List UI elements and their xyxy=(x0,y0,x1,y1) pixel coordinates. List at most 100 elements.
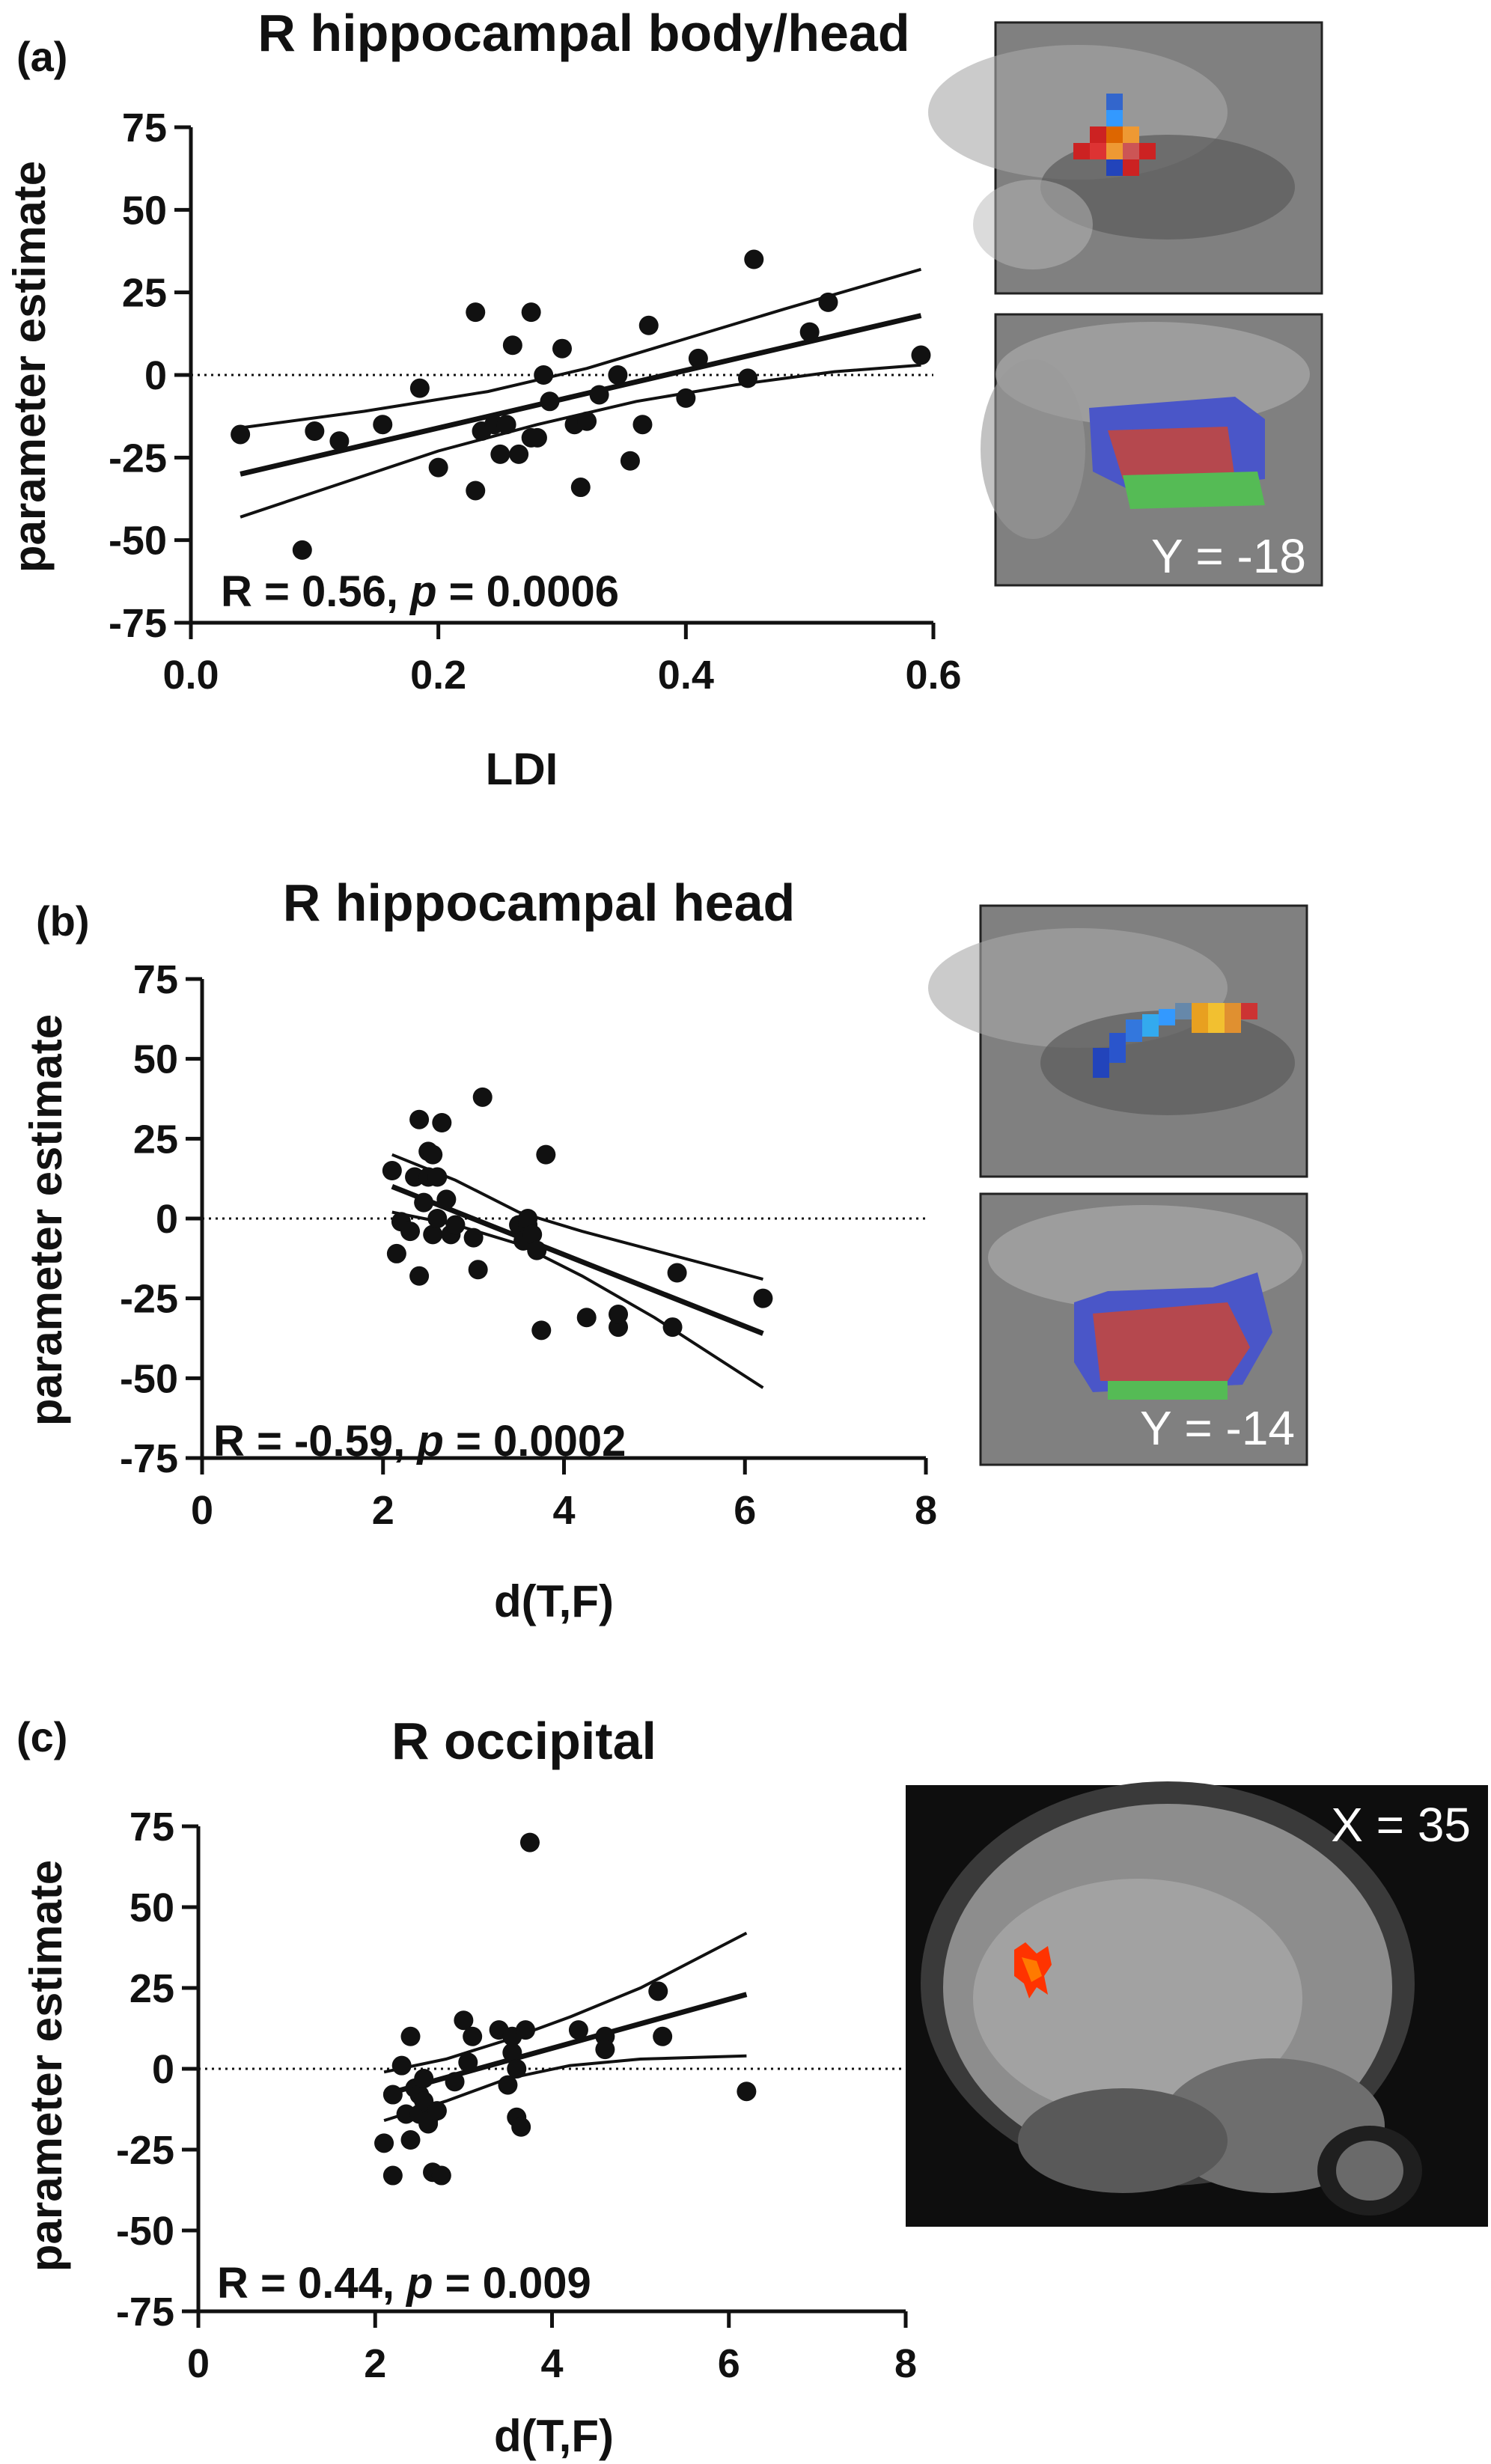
data-point xyxy=(428,457,448,478)
data-point xyxy=(374,2133,394,2153)
data-point xyxy=(427,1167,448,1187)
panel-a: (a) R hippocampal body/head parameter es… xyxy=(0,0,1491,823)
data-point xyxy=(423,1144,443,1165)
panel-b-slice-top xyxy=(928,904,1308,1178)
data-point xyxy=(466,302,486,323)
data-point xyxy=(382,1161,402,1180)
data-point xyxy=(405,1167,425,1187)
panel-c-plot: 75 50 25 0 -25 -50 -75 0 2 4 6 8 xyxy=(116,1805,917,2386)
data-point xyxy=(632,415,653,435)
x-tick-label: 8 xyxy=(915,1488,937,1533)
data-point xyxy=(568,2020,588,2040)
data-point xyxy=(382,2085,403,2105)
data-point xyxy=(653,2026,673,2046)
data-point xyxy=(688,348,708,368)
y-tick-label: 75 xyxy=(133,957,178,1002)
y-tick-label: -75 xyxy=(116,2290,174,2335)
data-point xyxy=(536,1144,556,1165)
y-tick-label: 0 xyxy=(152,2047,174,2092)
data-point xyxy=(458,2052,478,2073)
panel-c-figure: (c) R occipital parameter estimate d(T,F… xyxy=(16,1712,1488,2461)
y-tick-label: -25 xyxy=(120,1277,178,1322)
panel-a-ylabel: parameter estimate xyxy=(4,161,55,573)
data-point xyxy=(507,2059,527,2079)
data-point xyxy=(382,2165,403,2186)
panel-a-tag: (a) xyxy=(16,33,67,80)
x-tick-label: 0 xyxy=(191,1488,213,1533)
y-tick-label: 0 xyxy=(156,1197,178,1242)
panel-a-slice-top xyxy=(928,21,1323,295)
y-tick-label: 0 xyxy=(144,353,167,398)
data-point xyxy=(400,2026,421,2046)
data-point xyxy=(738,368,757,388)
y-tick-label: -25 xyxy=(109,436,167,481)
x-tick-label: 0.0 xyxy=(162,653,219,698)
data-point xyxy=(292,540,312,560)
data-point xyxy=(436,1189,457,1210)
data-point xyxy=(518,1209,538,1228)
data-point xyxy=(527,427,547,448)
data-point xyxy=(576,1308,597,1328)
data-point xyxy=(373,415,393,435)
data-point xyxy=(391,2055,412,2076)
fit-line xyxy=(391,1184,764,1336)
data-point xyxy=(445,2072,465,2092)
data-point xyxy=(427,1209,448,1228)
fit-line xyxy=(240,313,922,477)
x-tick-label: 6 xyxy=(718,2341,740,2386)
panel-a-slice-label: Y = -18 xyxy=(1151,529,1306,583)
ci-upper-line xyxy=(240,267,922,430)
data-point xyxy=(454,2010,474,2031)
panel-c-tag: (c) xyxy=(16,1713,67,1760)
data-point xyxy=(305,421,325,442)
y-tick-label: 25 xyxy=(133,1117,178,1162)
data-point xyxy=(522,1225,543,1245)
panel-b: (b) R hippocampal head parameter estimat… xyxy=(0,823,1491,1647)
panel-b-plot: 75 50 25 0 -25 -50 -75 0 2 4 6 8 xyxy=(120,957,937,1533)
data-point xyxy=(676,388,696,408)
data-point xyxy=(409,1109,430,1129)
x-tick-label: 2 xyxy=(364,2341,386,2386)
data-point xyxy=(737,2082,757,2102)
y-tick-label: 50 xyxy=(129,1885,174,1930)
panel-c-sagittal-slice: X = 35 xyxy=(906,1781,1488,2227)
panel-b-ylabel: parameter estimate xyxy=(21,1014,71,1426)
data-point xyxy=(427,2101,447,2121)
data-point xyxy=(577,411,597,431)
data-point xyxy=(432,1113,452,1132)
x-tick-label: 0.2 xyxy=(410,653,466,698)
data-point xyxy=(521,302,541,323)
data-point xyxy=(744,249,764,269)
y-tick-label: 50 xyxy=(133,1037,178,1082)
panel-c-title: R occipital xyxy=(391,1712,656,1770)
y-tick-label: 25 xyxy=(129,1966,174,2011)
data-point xyxy=(431,2165,451,2186)
ci-upper-line xyxy=(383,1931,748,2074)
data-point xyxy=(231,424,251,445)
panel-b-title: R hippocampal head xyxy=(283,873,796,932)
data-point xyxy=(753,1288,773,1308)
x-tick-label: 8 xyxy=(894,2341,917,2386)
data-point xyxy=(595,2040,615,2060)
panel-c-slice-label: X = 35 xyxy=(1331,1798,1471,1852)
data-point xyxy=(648,1981,668,2001)
panel-a-plot: 75 50 25 0 -25 -50 -75 0.0 0.2 0.4 0.6 xyxy=(109,106,962,698)
data-point xyxy=(509,444,529,464)
data-point xyxy=(498,2075,518,2095)
data-point xyxy=(527,1240,547,1260)
data-point xyxy=(463,1228,484,1248)
data-point xyxy=(468,1260,488,1280)
data-point xyxy=(638,315,659,335)
y-tick-label: -50 xyxy=(109,519,167,564)
data-point xyxy=(329,431,350,451)
panel-b-slice-label: Y = -14 xyxy=(1140,1401,1295,1455)
data-point xyxy=(540,391,560,412)
panel-c: (c) R occipital parameter estimate d(T,F… xyxy=(0,1647,1491,2464)
y-tick-label: -75 xyxy=(109,601,167,646)
data-point xyxy=(472,1087,493,1107)
data-point xyxy=(799,322,820,342)
data-point xyxy=(414,2068,434,2088)
x-tick-label: 4 xyxy=(540,2341,563,2386)
y-tick-label: 50 xyxy=(122,188,167,233)
panel-b-xlabel: d(T,F) xyxy=(494,1576,614,1626)
